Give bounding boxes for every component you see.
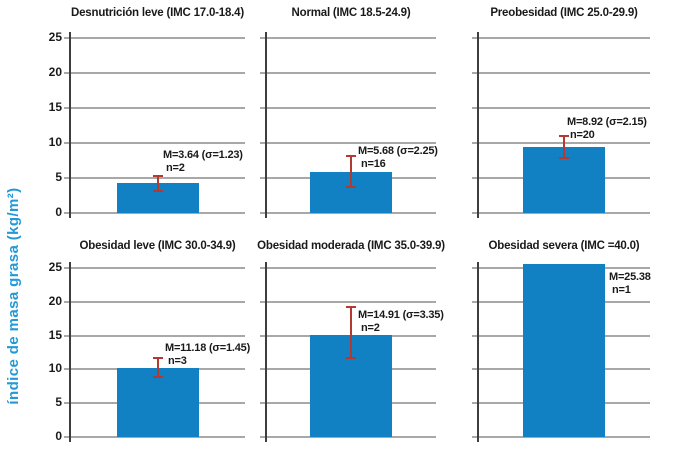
- mean-label: M=5.68 (σ=2.25): [358, 145, 438, 157]
- n-label: n=20: [570, 129, 595, 141]
- error-bar: [350, 156, 352, 188]
- y-axis-line: [265, 262, 267, 442]
- mean-label: M=25.38: [609, 271, 651, 283]
- gridline: [472, 107, 650, 109]
- error-bar-cap: [152, 375, 163, 378]
- stats-annotation: M=5.68 (σ=2.25) n=16: [358, 145, 438, 171]
- error-bar-cap: [152, 174, 163, 177]
- panel-title: Obesidad leve (IMC 30.0-34.9): [79, 240, 236, 252]
- error-bar-cap: [346, 356, 356, 359]
- gridline: [260, 267, 436, 269]
- n-label: n=16: [361, 158, 386, 170]
- tick-label: 5: [55, 170, 62, 184]
- gridline: [64, 37, 245, 39]
- panel-title: Normal (IMC 18.5-24.9): [291, 7, 411, 19]
- n-label: n=2: [166, 162, 185, 174]
- gridline: [260, 72, 436, 74]
- y-axis-line: [477, 32, 479, 218]
- tick-label: 10: [48, 135, 62, 149]
- gridline: [64, 267, 245, 269]
- gridline: [472, 436, 650, 438]
- error-bar-cap: [346, 155, 356, 158]
- error-bar-cap: [152, 356, 163, 359]
- n-label: n=1: [612, 284, 631, 296]
- tick-label: 20: [48, 65, 62, 79]
- mean-label: M=14.91 (σ=3.35): [358, 309, 444, 321]
- tick-label: 20: [48, 293, 62, 308]
- n-label: n=2: [361, 322, 380, 334]
- stats-annotation: M=25.38 n=1: [609, 271, 651, 297]
- mean-label: M=8.92 (σ=2.15): [567, 116, 647, 128]
- n-label: n=3: [168, 355, 187, 367]
- y-axis-line: [477, 262, 479, 442]
- stats-annotation: M=14.91 (σ=3.35) n=2: [358, 309, 444, 335]
- gridline: [64, 334, 245, 337]
- error-bar: [563, 136, 565, 158]
- tick-label: 5: [55, 395, 62, 410]
- error-bar-cap: [152, 189, 163, 192]
- error-bar: [350, 307, 352, 358]
- error-bar: [156, 175, 159, 191]
- gridline: [260, 436, 436, 438]
- panel-title: Obesidad severa (IMC =40.0): [488, 240, 640, 252]
- gridline: [64, 107, 245, 109]
- error-bar-cap: [346, 186, 356, 189]
- gridline: [260, 142, 436, 144]
- error-bar-cap: [346, 306, 356, 309]
- panel-title: Desnutrición leve (IMC 17.0-18.4): [71, 7, 244, 19]
- gridline: [260, 300, 436, 303]
- tick-label: 0: [55, 429, 62, 443]
- tick-label: 25: [48, 260, 62, 274]
- y-axis-line: [69, 32, 71, 218]
- gridline: [64, 177, 245, 179]
- gridline: [64, 72, 245, 74]
- tick-label: 15: [48, 327, 62, 342]
- gridline: [64, 436, 245, 438]
- gridline: [260, 107, 436, 109]
- gridline: [472, 142, 650, 144]
- panel-title: Obesidad moderada (IMC 35.0-39.9): [257, 240, 445, 252]
- bar: [116, 368, 199, 437]
- y-axis-line: [265, 32, 267, 218]
- error-bar-cap: [559, 135, 569, 137]
- error-bar: [156, 357, 159, 377]
- stats-annotation: M=11.18 (σ=1.45) n=3: [165, 342, 250, 368]
- mean-label: M=11.18 (σ=1.45): [165, 342, 251, 354]
- tick-label: 15: [48, 100, 62, 114]
- panel-title: Preobesidad (IMC 25.0-29.9): [490, 7, 638, 19]
- stats-annotation: M=3.64 (σ=1.23) n=2: [163, 149, 243, 175]
- bar: [523, 263, 605, 437]
- mean-label: M=3.64 (σ=1.23): [163, 149, 243, 161]
- gridline: [64, 142, 245, 144]
- gridline: [472, 72, 650, 74]
- gridline: [64, 300, 245, 303]
- gridline: [64, 212, 245, 214]
- gridline: [260, 212, 436, 214]
- y-axis-line: [69, 262, 71, 442]
- tick-label: 10: [48, 361, 62, 376]
- gridline: [472, 37, 650, 39]
- tick-label: 0: [55, 205, 62, 219]
- tick-label: 25: [48, 30, 62, 44]
- error-bar-cap: [559, 156, 569, 159]
- gridline: [260, 37, 436, 39]
- stats-annotation: M=8.92 (σ=2.15) n=20: [567, 116, 647, 142]
- y-axis-label: índice de masa grasa (kg/m²): [5, 187, 22, 405]
- gridline: [472, 212, 650, 214]
